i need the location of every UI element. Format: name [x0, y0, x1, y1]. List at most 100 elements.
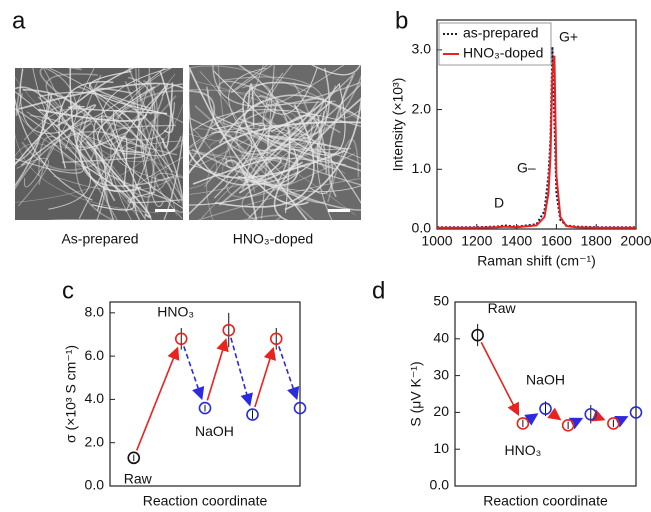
- fiber: [210, 107, 246, 130]
- fiber: [110, 68, 173, 220]
- plot-frame: [109, 301, 301, 487]
- fiber: [32, 68, 111, 148]
- fiber: [241, 114, 328, 190]
- y-tick-label: 30: [433, 366, 449, 382]
- fiber: [53, 174, 178, 192]
- fiber: [122, 81, 156, 198]
- fiber: [266, 100, 336, 107]
- y-tick-label: 20: [433, 403, 449, 419]
- series-label: NaOH: [195, 423, 234, 439]
- y-axis-label: S (μV K⁻¹): [408, 361, 424, 426]
- fiber: [77, 128, 183, 162]
- fiber: [15, 93, 53, 187]
- x-axis-label: Reaction coordinate: [483, 493, 608, 509]
- fiber: [230, 65, 273, 93]
- fiber: [228, 67, 289, 180]
- fiber: [18, 82, 183, 110]
- y-tick-label: 6.0: [85, 347, 105, 363]
- fiber: [327, 138, 360, 203]
- y-tick-label: 40: [433, 330, 449, 346]
- fiber: [45, 73, 98, 117]
- y-tick-label: 8.0: [85, 304, 105, 320]
- data-point: [584, 407, 598, 421]
- fiber: [93, 115, 147, 220]
- fiber: [264, 74, 361, 136]
- legend-label: HNO₃-doped: [463, 45, 543, 61]
- fiber: [96, 87, 152, 110]
- legend-label: as-prepared: [463, 25, 539, 41]
- fiber: [243, 100, 336, 170]
- fiber: [47, 97, 137, 211]
- fiber: [239, 169, 361, 211]
- data-point: [607, 417, 620, 430]
- fiber: [194, 105, 304, 203]
- fiber: [217, 65, 272, 186]
- fiber: [22, 89, 122, 159]
- fiber: [247, 83, 255, 128]
- fiber: [189, 125, 218, 190]
- fiber: [125, 136, 182, 157]
- arrow: [254, 346, 277, 408]
- fiber: [195, 128, 356, 216]
- y-tick-label: 0.0: [85, 477, 105, 493]
- arrow: [135, 346, 180, 451]
- fiber: [15, 143, 81, 168]
- arrow: [568, 417, 584, 430]
- fiber: [137, 104, 164, 207]
- y-axis-label: σ (×10³ S cm⁻¹): [63, 345, 79, 443]
- plot-frame: [454, 301, 637, 487]
- scale-bar: [155, 209, 175, 212]
- fiber: [20, 104, 96, 166]
- y-axis-label: Intensity (×10³): [390, 78, 406, 172]
- arrow: [230, 337, 253, 407]
- fiber: [189, 148, 346, 179]
- data-point: [629, 406, 643, 419]
- fiber: [89, 70, 168, 115]
- fiber: [211, 131, 253, 199]
- series-label: Raw: [124, 471, 153, 487]
- legend-box: [438, 22, 552, 66]
- fiber: [106, 102, 175, 141]
- fiber: [15, 103, 183, 203]
- x-tick-label: 1200: [461, 233, 492, 249]
- fiber: [39, 91, 183, 199]
- arrow: [591, 409, 606, 422]
- fiber: [222, 133, 321, 172]
- fiber: [15, 96, 93, 201]
- x-axis-label: Raman shift (cm⁻¹): [477, 253, 596, 269]
- fiber: [327, 75, 354, 198]
- fiber: [189, 65, 360, 120]
- arrow: [614, 415, 629, 428]
- fiber: [250, 66, 318, 115]
- image-caption: As-prepared: [61, 231, 138, 247]
- fiber: [244, 124, 361, 205]
- data-point: [561, 418, 575, 432]
- fiber: [273, 97, 361, 220]
- series-label: HNO₃: [504, 442, 541, 458]
- series-label: HNO₃: [157, 304, 194, 320]
- fiber: [112, 110, 173, 173]
- data-point: [246, 408, 259, 421]
- x-tick-label: 2000: [620, 233, 651, 249]
- y-tick-label: 0.0: [430, 477, 450, 493]
- fiber: [316, 85, 337, 220]
- fiber: [69, 68, 142, 193]
- fiber: [15, 68, 24, 116]
- fiber: [309, 154, 333, 194]
- fiber: [159, 71, 174, 134]
- fibers: [15, 68, 183, 220]
- fiber: [47, 219, 117, 220]
- fiber: [189, 110, 302, 149]
- y-tick-label: 1.0: [412, 160, 432, 176]
- y-tick-label: 2.0: [412, 100, 432, 116]
- fiber: [189, 163, 361, 192]
- arrow: [278, 346, 300, 401]
- fiber: [213, 70, 346, 156]
- spectrum-line: [437, 46, 636, 229]
- fiber: [161, 82, 174, 149]
- x-tick-label: 1600: [541, 233, 572, 249]
- arrow: [524, 413, 539, 426]
- fiber: [216, 67, 330, 141]
- fiber: [310, 65, 361, 76]
- arrow: [480, 341, 520, 416]
